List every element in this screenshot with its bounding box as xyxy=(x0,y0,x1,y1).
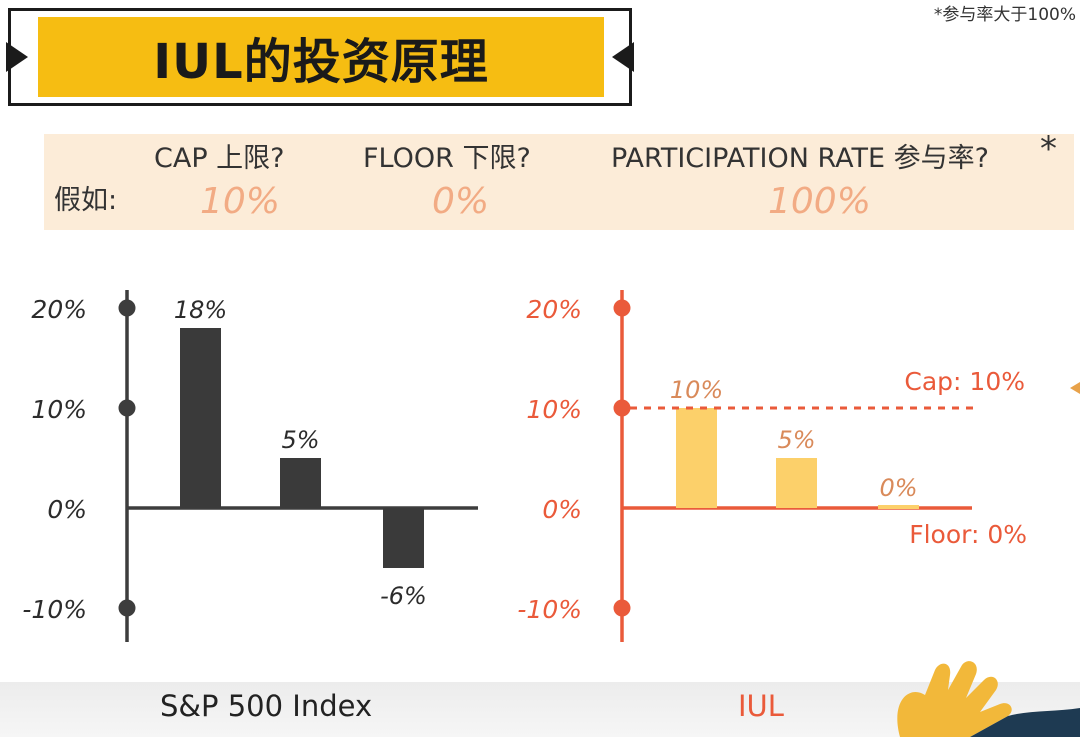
iul-bar xyxy=(776,458,817,508)
iul-bar xyxy=(676,408,717,508)
waving-hand-icon xyxy=(897,661,1080,737)
iul-data-label: 5% xyxy=(777,426,815,454)
floor-value: 0% xyxy=(432,181,490,222)
cap-label: CAP 上限? xyxy=(154,143,285,174)
iul-tick-label: 0% xyxy=(542,495,582,524)
footnote: *参与率大于100% xyxy=(933,5,1076,25)
iul-data-label: 10% xyxy=(670,376,723,404)
sp500-data-label: 18% xyxy=(174,296,227,324)
page-title: IUL的投资原理 xyxy=(153,34,489,90)
iul-tick-label: -10% xyxy=(517,595,582,624)
floor-line-label: Floor: 0% xyxy=(909,520,1027,549)
peeking-shape-icon xyxy=(1070,382,1080,394)
sp500-tick-label: 0% xyxy=(47,495,87,524)
iul-bar xyxy=(878,505,919,509)
sp500-data-label: 5% xyxy=(281,426,319,454)
sp500-tick-dot xyxy=(118,299,136,317)
iul-chart: 20% 10% 0% -10% 10% 5% 0% Cap: 10% Floor: 0% xyxy=(517,290,1027,642)
iul-tick-dot xyxy=(613,399,631,417)
sp500-caption: S&P 500 Index xyxy=(160,689,373,723)
sp500-bar xyxy=(383,508,424,568)
cap-line-label: Cap: 10% xyxy=(904,367,1025,396)
sp500-tick-label: 20% xyxy=(31,295,87,324)
assume-label: 假如: xyxy=(54,185,118,216)
sp500-bar xyxy=(180,328,221,508)
iul-tick-label: 20% xyxy=(526,295,582,324)
title-band: IUL的投资原理 xyxy=(38,17,604,97)
iul-tick-label: 10% xyxy=(526,395,582,424)
iul-tick-dot xyxy=(613,299,631,317)
iul-tick-dot xyxy=(613,599,631,617)
title-left-arrow-icon xyxy=(6,42,28,72)
sp500-tick-label: -10% xyxy=(22,595,87,624)
participation-asterisk: * xyxy=(1040,129,1057,169)
iul-caption: IUL xyxy=(738,689,784,723)
participation-label: PARTICIPATION RATE 参与率? xyxy=(611,143,990,174)
floor-label: FLOOR 下限? xyxy=(363,143,531,174)
participation-value: 100% xyxy=(768,181,871,222)
sp500-bar xyxy=(280,458,321,508)
sp500-tick-dot xyxy=(118,599,136,617)
sp500-tick-dot xyxy=(118,399,136,417)
sp500-chart: 20% 10% 0% -10% 18% 5% -6% xyxy=(22,290,478,642)
sp500-data-label: -6% xyxy=(380,582,427,610)
cap-value: 10% xyxy=(200,181,281,222)
iul-data-label: 0% xyxy=(879,474,917,502)
sp500-tick-label: 10% xyxy=(31,395,87,424)
title-right-arrow-icon xyxy=(612,42,634,72)
parameter-band xyxy=(44,134,1074,230)
